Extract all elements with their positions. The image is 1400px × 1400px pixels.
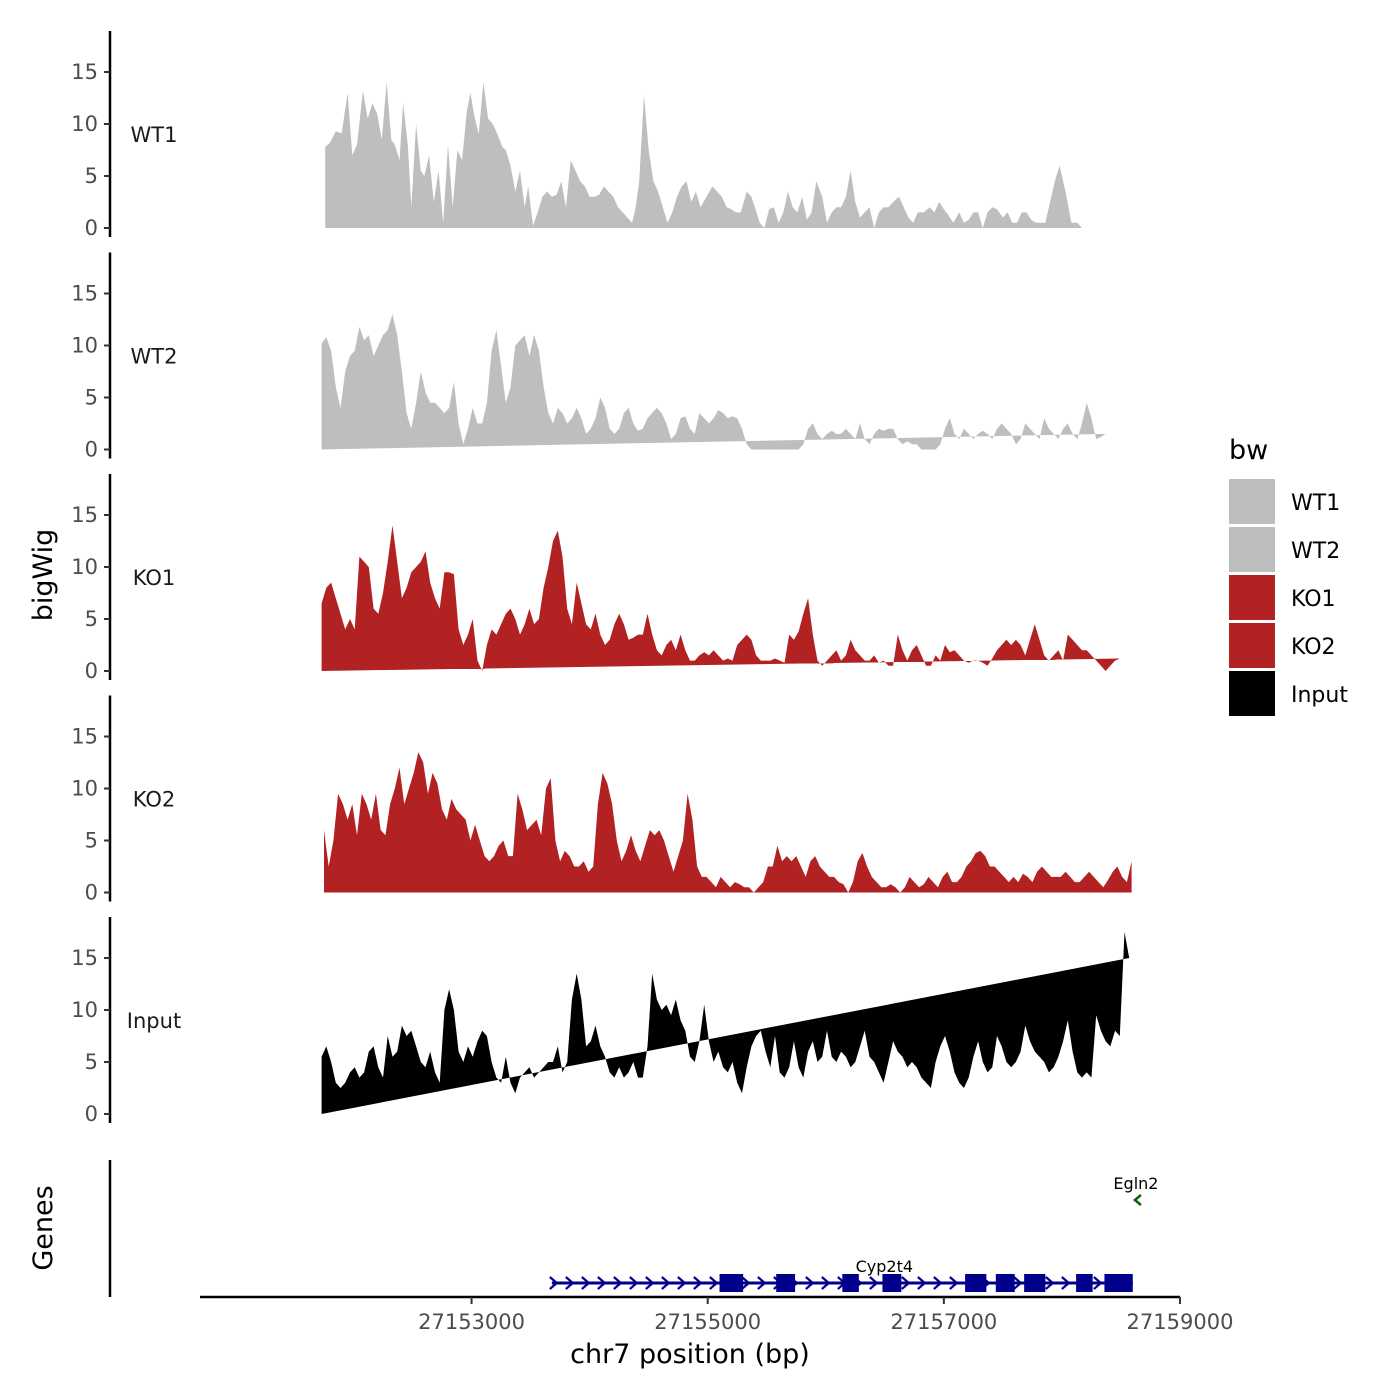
strand-arrow <box>629 1276 639 1290</box>
y-tick-label: 10 <box>71 112 98 136</box>
strand-arrow <box>565 1276 575 1290</box>
exon-block <box>995 1274 1015 1292</box>
exon-block <box>719 1274 744 1292</box>
strand-arrow <box>917 1276 927 1290</box>
y-tick-label: 10 <box>71 998 98 1022</box>
y-tick-label: 15 <box>71 946 98 970</box>
track-label: KO1 <box>133 566 176 590</box>
track-area-ko2 <box>324 752 1132 893</box>
y-tick-label: 15 <box>71 60 98 84</box>
legend-swatch-ko1 <box>1229 575 1275 620</box>
x-tick-label: 27159000 <box>1127 1310 1234 1334</box>
y-tick-label: 0 <box>85 659 98 683</box>
y-tick-label: 15 <box>71 503 98 527</box>
y-tick-label: 10 <box>71 334 98 358</box>
legend-label: WT1 <box>1291 491 1340 516</box>
track-area-input <box>321 932 1130 1114</box>
y-tick-label: 0 <box>85 438 98 462</box>
gene-label: Egln2 <box>1113 1174 1158 1193</box>
track-area-wt2 <box>321 314 1106 450</box>
exon-block <box>882 1274 902 1292</box>
exon-block <box>842 1274 859 1292</box>
gene-cyp2t4: Cyp2t4 <box>549 1257 1133 1292</box>
y-tick-label: 0 <box>85 1102 98 1126</box>
legend-label: Input <box>1291 683 1348 708</box>
strand-arrow <box>821 1276 831 1290</box>
y-tick-label: 15 <box>71 282 98 306</box>
y-tick-label: 0 <box>85 216 98 240</box>
legend-swatch-input <box>1229 671 1275 716</box>
x-axis-title: chr7 position (bp) <box>570 1339 810 1370</box>
x-axis: 27153000 27155000 27157000 27159000 <box>200 1295 1234 1334</box>
gene-label: Cyp2t4 <box>856 1257 913 1276</box>
strand-arrow <box>869 1276 879 1290</box>
strand-arrow <box>693 1276 703 1290</box>
strand-arrow <box>1061 1276 1071 1290</box>
x-tick-label: 27155000 <box>654 1310 761 1334</box>
strand-arrow <box>1013 1276 1023 1290</box>
strand-arrow <box>645 1276 655 1290</box>
y-tick-label: 5 <box>85 607 98 631</box>
y-tick-label: 5 <box>85 1050 98 1074</box>
exon-block <box>965 1274 987 1292</box>
strand-arrow <box>949 1276 959 1290</box>
track-ko1: 0 5 10 15 KO1 <box>71 474 1120 683</box>
track-ko2: 0 5 10 15 KO2 <box>71 695 1132 905</box>
y-tick-label: 10 <box>71 555 98 579</box>
exon-block <box>1104 1274 1133 1292</box>
track-area-wt1 <box>325 82 1087 229</box>
strand-arrow <box>661 1276 671 1290</box>
exon-block <box>1076 1274 1093 1292</box>
exon-block <box>776 1274 796 1292</box>
exon-block <box>1024 1274 1046 1292</box>
track-input: 0 5 10 15 Input <box>71 917 1130 1126</box>
strand-arrow <box>1045 1276 1055 1290</box>
strand-arrow <box>805 1276 815 1290</box>
track-label: WT2 <box>131 345 178 369</box>
strand-arrow <box>1132 1194 1142 1206</box>
y-tick-label: 0 <box>85 881 98 905</box>
strand-arrow <box>1093 1276 1103 1290</box>
strand-arrow <box>901 1276 911 1290</box>
strand-arrow <box>549 1276 559 1290</box>
track-area-ko1 <box>321 525 1120 671</box>
track-wt1: 0 5 10 15 WT1 <box>71 31 1087 240</box>
strand-arrow <box>677 1276 687 1290</box>
strand-arrow <box>757 1276 767 1290</box>
x-tick-label: 27153000 <box>418 1310 525 1334</box>
y-tick-label: 5 <box>85 829 98 853</box>
legend: bw WT1 WT2 KO1 KO2 Input <box>1229 435 1348 716</box>
track-label: KO2 <box>133 788 176 812</box>
legend-title: bw <box>1229 435 1268 466</box>
x-tick-label: 27157000 <box>890 1310 997 1334</box>
strand-arrow <box>613 1276 623 1290</box>
track-label: Input <box>127 1009 181 1033</box>
legend-label: KO1 <box>1291 587 1336 612</box>
strand-arrow <box>581 1276 591 1290</box>
strand-arrow <box>709 1276 719 1290</box>
legend-label: KO2 <box>1291 635 1336 660</box>
y-tick-label: 10 <box>71 777 98 801</box>
track-label: WT1 <box>131 123 178 147</box>
gene-egln2: Egln2 <box>1113 1174 1158 1206</box>
strand-arrow <box>741 1276 751 1290</box>
legend-swatch-ko2 <box>1229 623 1275 668</box>
gene-track: Cyp2t4 Egln2 <box>108 1160 1158 1297</box>
strand-arrow <box>597 1276 607 1290</box>
legend-label: WT2 <box>1291 539 1340 564</box>
legend-swatch-wt1 <box>1229 479 1275 524</box>
y-tick-label: 5 <box>85 386 98 410</box>
genes-axis-title: Genes <box>28 1185 59 1270</box>
strand-arrow <box>933 1276 943 1290</box>
track-wt2: 0 5 10 15 WT2 <box>71 252 1106 462</box>
y-tick-label: 15 <box>71 725 98 749</box>
y-axis-title: bigWig <box>28 529 59 622</box>
legend-swatch-wt2 <box>1229 527 1275 572</box>
y-tick-label: 5 <box>85 164 98 188</box>
signal-tracks: 0 5 10 15 WT1 0 5 10 15 WT2 0 5 10 15 KO1 0 5 10 15 KO2 0 5 10… <box>71 31 1132 1126</box>
